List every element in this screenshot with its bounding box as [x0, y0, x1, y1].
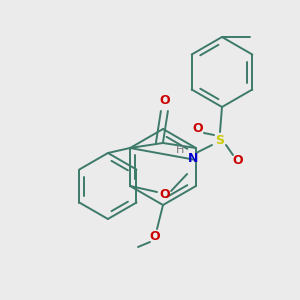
Text: S: S — [215, 134, 224, 146]
Text: O: O — [150, 230, 160, 244]
Text: O: O — [193, 122, 203, 134]
Text: O: O — [233, 154, 243, 166]
Text: O: O — [160, 94, 170, 107]
Text: H: H — [176, 145, 184, 155]
Text: N: N — [188, 152, 198, 164]
Text: O: O — [160, 188, 170, 200]
